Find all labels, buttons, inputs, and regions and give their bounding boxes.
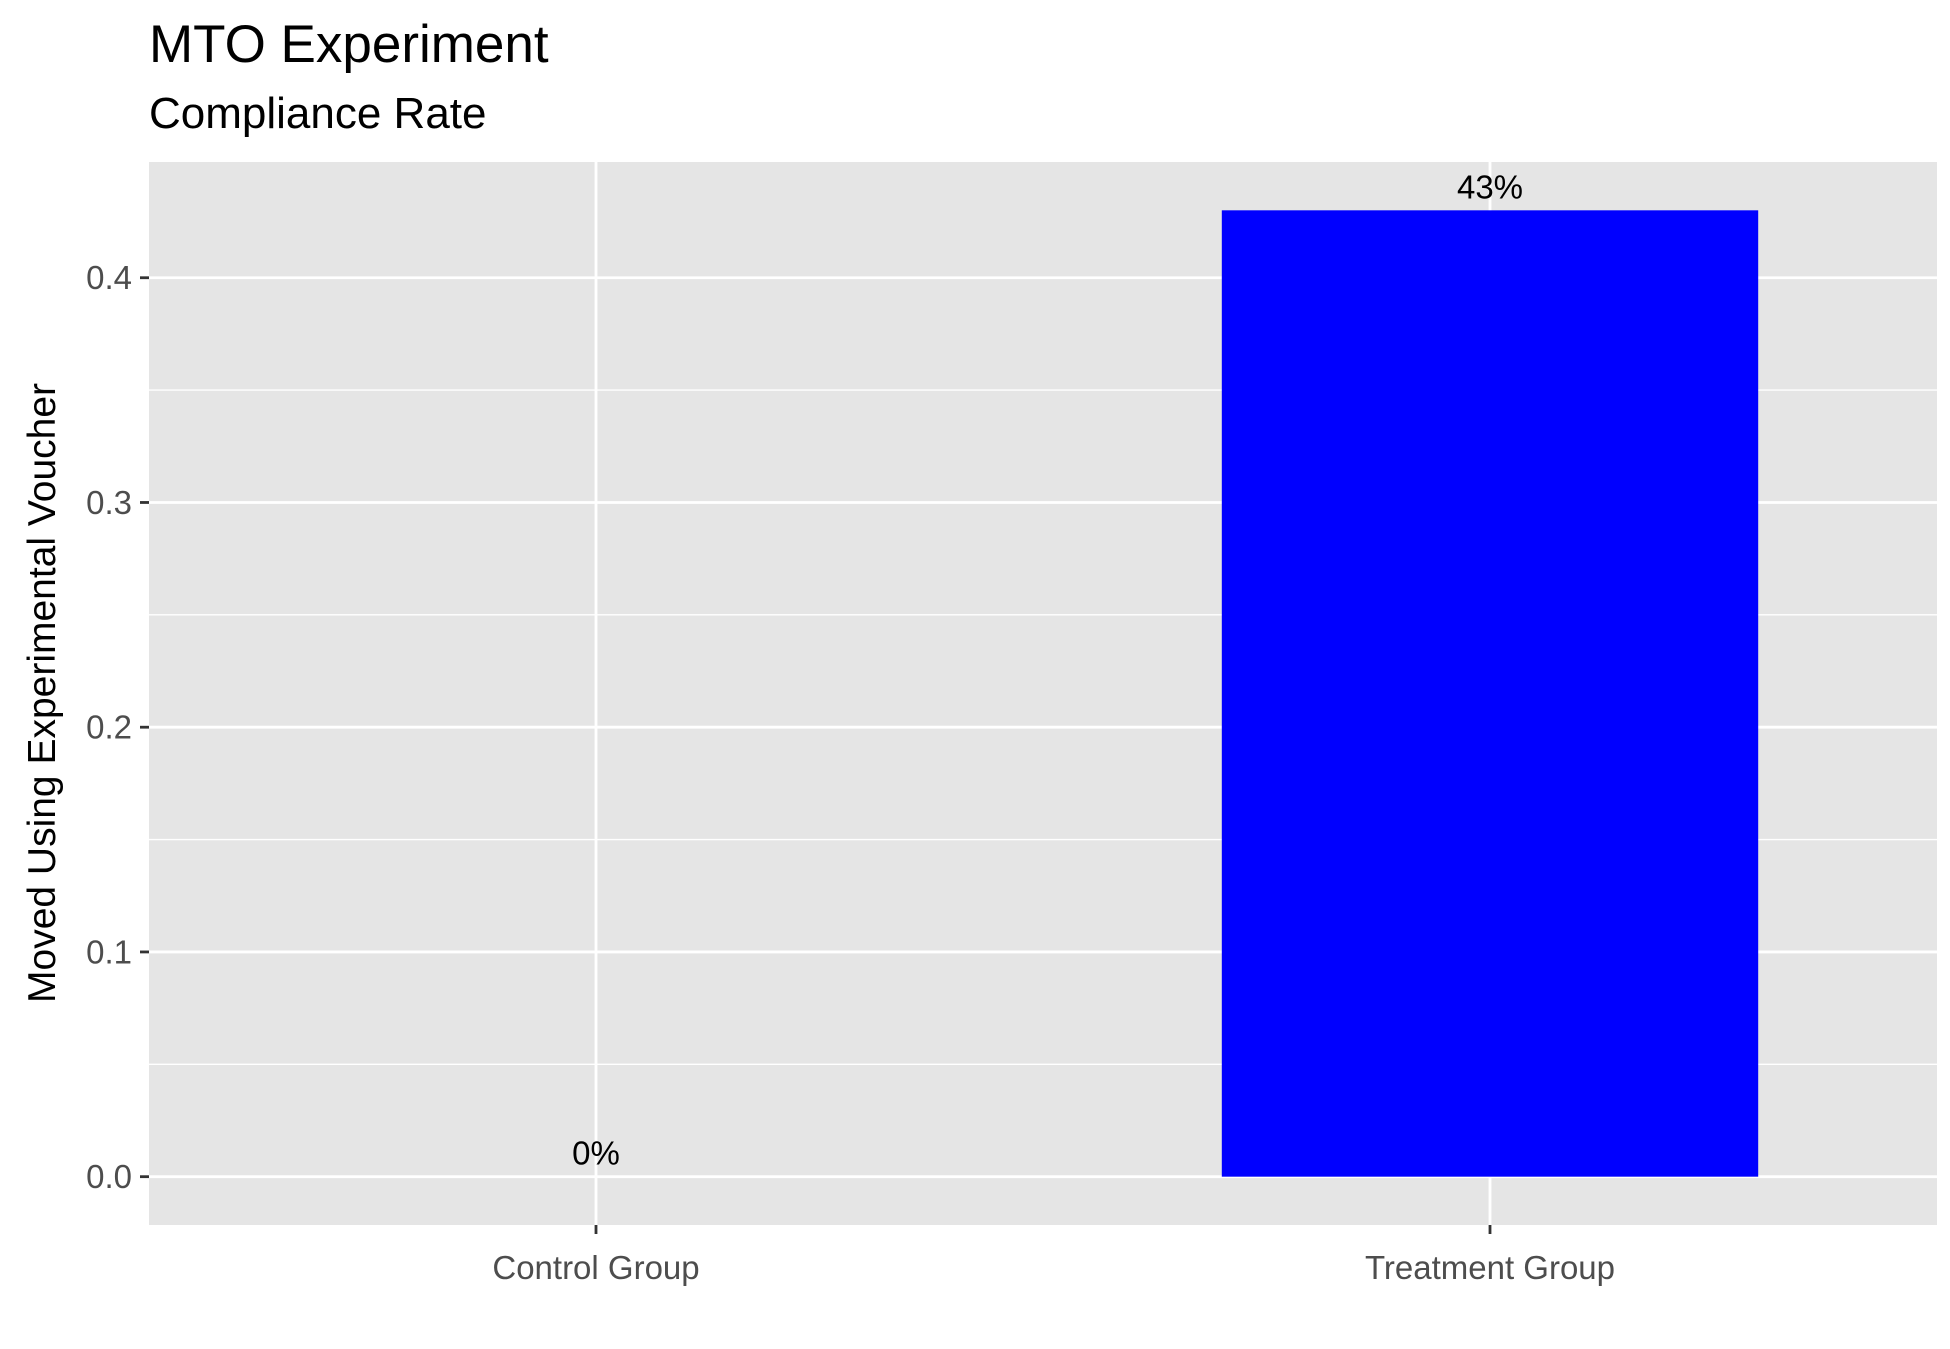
bar — [1221, 210, 1759, 1177]
data-label: 0% — [572, 1135, 620, 1172]
y-tick-label: 0.3 — [86, 484, 132, 521]
bars — [1221, 210, 1759, 1177]
x-tick-label: Control Group — [492, 1249, 699, 1286]
y-tick-label: 0.4 — [86, 259, 132, 296]
y-tick-label: 0.0 — [86, 1158, 132, 1195]
y-tick-label: 0.1 — [86, 933, 132, 970]
chart-subtitle: Compliance Rate — [149, 89, 487, 138]
y-axis-title: Moved Using Experimental Voucher — [21, 383, 64, 1003]
x-axis: Control Group Treatment Group — [492, 1225, 1615, 1286]
data-labels: 0% 43% — [572, 168, 1523, 1171]
chart-title: MTO Experiment — [149, 15, 549, 74]
x-tick-label: Treatment Group — [1365, 1249, 1615, 1286]
data-label: 43% — [1457, 168, 1523, 205]
y-axis: 0.0 0.1 0.2 0.3 0.4 — [86, 259, 149, 1195]
y-tick-label: 0.2 — [86, 709, 132, 746]
